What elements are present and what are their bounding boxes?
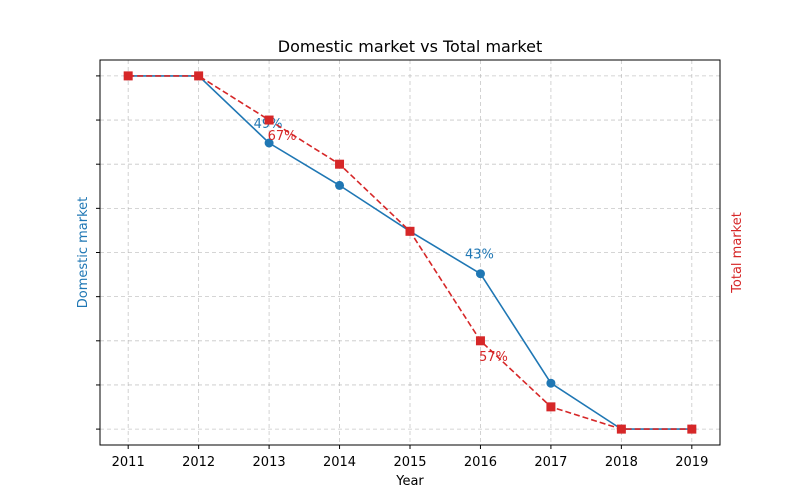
domestic-market-point xyxy=(475,269,485,279)
total-market-data-label: 57% xyxy=(479,350,508,365)
x-tick-label: 2012 xyxy=(182,455,215,470)
x-tick-label: 2011 xyxy=(112,455,145,470)
x-axis-label: Year xyxy=(395,474,424,489)
domestic-market-point xyxy=(335,180,345,190)
series-layer: 49%43%67%57% xyxy=(123,71,697,434)
grid-lines xyxy=(100,60,720,445)
total-market-point xyxy=(123,71,133,81)
total-market-point xyxy=(335,159,345,169)
total-market-point xyxy=(264,115,274,125)
x-tick-label: 2014 xyxy=(323,455,356,470)
x-tick-label: 2016 xyxy=(464,455,497,470)
total-market-point xyxy=(616,424,626,434)
total-market-data-label: 67% xyxy=(268,129,297,144)
domestic-market-data-label: 43% xyxy=(465,248,494,263)
total-market-point xyxy=(687,424,697,434)
total-market-point xyxy=(405,226,415,236)
y-axis-label-left: Domestic market xyxy=(76,197,91,309)
x-tick-label: 2013 xyxy=(253,455,286,470)
x-tick-label: 2017 xyxy=(534,455,567,470)
chart-title: Domestic market vs Total market xyxy=(278,37,542,56)
total-market-point xyxy=(475,336,485,346)
x-tick-label: 2015 xyxy=(393,455,426,470)
x-tick-label: 2019 xyxy=(675,455,708,470)
domestic-market-point xyxy=(546,378,556,388)
total-market-point xyxy=(546,402,556,412)
y-axis-label-right: Total market xyxy=(730,212,745,294)
x-tick-label: 2018 xyxy=(605,455,638,470)
x-axis-ticks: 2011 2012 2013 2014 2015 2016 2017 2018 2019 xyxy=(112,445,708,470)
y-axis-ticks xyxy=(96,75,100,430)
domestic-market-point xyxy=(264,138,274,148)
total-market-point xyxy=(194,71,204,81)
